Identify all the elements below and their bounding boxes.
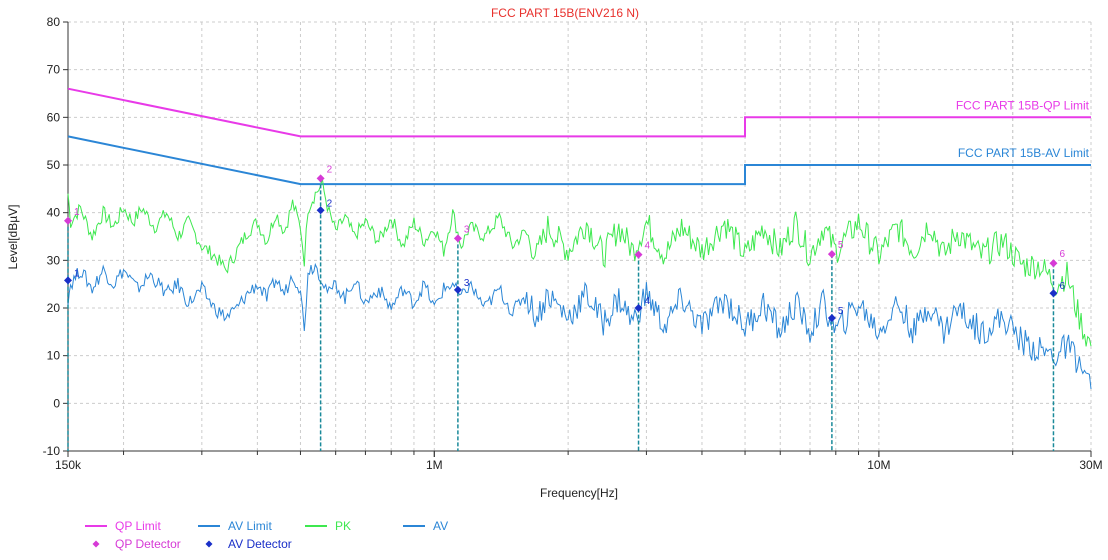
qp-detector-point (316, 174, 325, 183)
y-tick-label: 0 (53, 396, 60, 410)
av-detector-point (64, 276, 72, 285)
x-tick-label: 1M (426, 458, 443, 472)
av-marker-label: 3 (464, 278, 470, 289)
qp-marker-label: 2 (327, 164, 333, 175)
x-tick-label: 10M (867, 458, 890, 472)
x-tick-label: 30M (1079, 458, 1102, 472)
legend-label: PK (335, 519, 351, 533)
y-tick-label: 40 (47, 206, 61, 220)
qp-marker-label: 4 (645, 241, 651, 252)
qp-marker-label: 1 (74, 207, 80, 218)
limit-line-qp (67, 87, 1091, 138)
y-tick-label: 10 (47, 349, 61, 363)
qp-marker-label: 6 (1059, 249, 1065, 260)
av-marker-label: 6 (1059, 281, 1065, 292)
legend-label: AV Detector (228, 537, 292, 551)
y-tick-label: -10 (43, 444, 61, 458)
axes: -10 0 10 20 30 40 50 60 70 80 150k 1M 10M 30M (43, 15, 1103, 472)
series-lines (67, 178, 1092, 390)
legend-label: QP Detector (115, 537, 181, 551)
x-axis-title: Frequency[Hz] (540, 486, 618, 500)
limit-line-av (67, 135, 1091, 186)
y-tick-label: 80 (47, 15, 61, 29)
qp-marker-label: 3 (464, 224, 470, 235)
chart-title: FCC PART 15B(ENV216 N) (491, 6, 639, 20)
y-tick-label: 70 (47, 63, 61, 77)
av-marker-label: 1 (74, 268, 80, 279)
legend-label: AV (433, 519, 448, 533)
y-tick-label: 60 (47, 110, 61, 124)
series-av (67, 262, 1092, 390)
av-detector-point (634, 304, 643, 312)
av-marker-label: 2 (327, 198, 333, 209)
y-tick-label: 30 (47, 253, 61, 267)
av-detector-point (827, 314, 836, 323)
legend: QP Limit AV Limit PK AV QP Detector AV Detect… (85, 519, 448, 551)
av-marker-label: 5 (838, 306, 844, 317)
legend-label: QP Limit (115, 519, 161, 533)
qp-detector-point (827, 250, 836, 259)
av-detector-point (316, 206, 325, 215)
limit-label: FCC PART 15B-AV Limit (958, 146, 1090, 160)
limit-label: FCC PART 15B-QP Limit (956, 98, 1090, 112)
detector-markers: 1 2 3 4 5 6 1 2 3 4 5 6 (64, 164, 1065, 451)
x-tick-label: 150k (55, 458, 82, 472)
y-axis-title: Level[dBµV] (6, 205, 20, 270)
grid (68, 21, 1092, 452)
av-marker-label: 4 (645, 296, 651, 307)
qp-detector-point (1049, 259, 1058, 268)
legend-label: AV Limit (228, 519, 272, 533)
qp-marker-label: 5 (838, 240, 844, 251)
qp-detector-point (634, 250, 643, 259)
y-tick-label: 20 (47, 301, 61, 315)
legend-swatch-5 (205, 540, 213, 548)
qp-detector-point (453, 234, 462, 243)
legend-swatch-4 (92, 540, 100, 548)
y-tick-label: 50 (47, 158, 61, 172)
av-detector-point (453, 285, 462, 294)
series-pk (67, 178, 1092, 347)
limit-lines: FCC PART 15B-QP Limit FCC PART 15B-AV Lim… (67, 87, 1091, 186)
qp-detector-point (64, 216, 72, 225)
av-detector-point (1049, 289, 1058, 298)
